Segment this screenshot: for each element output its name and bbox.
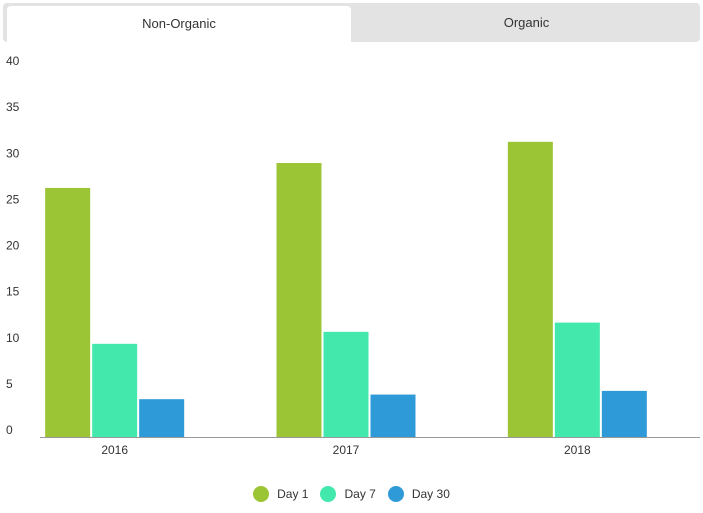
x-tick-label: 2018 [564,443,591,457]
legend-item-day-7[interactable]: Day 7 [320,486,376,502]
y-tick-label: 40 [6,54,20,68]
y-tick-label: 35 [6,100,20,114]
bar-day-1-2017 [276,163,322,437]
bar-day-7-2018 [554,322,600,437]
legend-item-day-30[interactable]: Day 30 [387,486,450,502]
tab-bar: Non-Organic Organic [3,3,700,42]
legend-swatch-day-1 [253,486,270,502]
bar-day-7-2016 [92,343,138,437]
y-tick-label: 0 [6,423,13,437]
y-tick-label: 30 [6,146,20,160]
bar-day-1-2016 [45,187,91,437]
tab-non-organic[interactable]: Non-Organic [7,6,351,42]
x-tick-label: 2016 [101,443,128,457]
bar-day-30-2018 [601,390,647,437]
bar-day-1-2018 [507,141,553,438]
chart-legend: Day 1 Day 7 Day 30 [0,483,703,505]
bar-day-30-2016 [139,399,185,437]
legend-swatch-day-7 [320,486,337,502]
tab-organic[interactable]: Organic [503,15,550,30]
bar-day-7-2017 [323,331,369,437]
legend-label-day-1: Day 1 [277,487,309,501]
legend-item-day-1[interactable]: Day 1 [253,486,308,502]
y-tick-label: 25 [6,192,20,206]
y-tick-label: 5 [6,377,13,391]
legend-label-day-30: Day 30 [411,487,450,501]
x-tick-label: 2017 [333,443,360,457]
bar-day-30-2017 [370,394,416,437]
y-tick-label: 20 [6,239,20,253]
legend-label-day-7: Day 7 [344,487,376,501]
y-tick-label: 10 [6,331,20,345]
y-tick-label: 15 [6,285,20,299]
legend-swatch-day-30 [387,486,404,502]
